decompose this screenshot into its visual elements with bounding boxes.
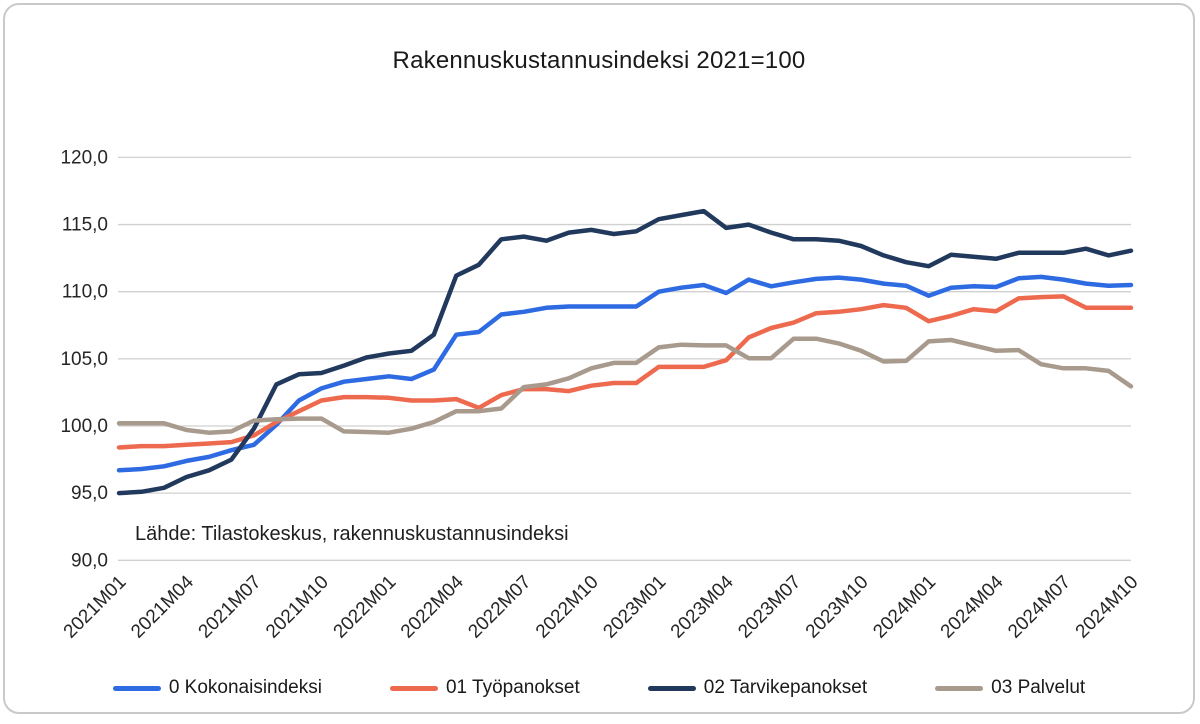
legend-swatch xyxy=(935,685,984,691)
x-tick-label: 2023M04 xyxy=(667,571,738,642)
x-tick-label: 2022M07 xyxy=(464,572,535,643)
legend-label: 0 Kokonaisindeksi xyxy=(168,677,322,698)
legend-label: 03 Palvelut xyxy=(991,677,1086,698)
series-line-02-tarvikepanokset xyxy=(116,208,1134,496)
y-tick-label: 120,0 xyxy=(60,147,108,168)
x-tick-label: 2021M01 xyxy=(60,572,131,643)
x-axis-labels: 2021M012021M042021M072021M102022M012022M… xyxy=(60,571,1143,642)
chart-card: Rakennuskustannusindeksi 2021=100 90,0 95… xyxy=(3,3,1195,714)
legend-item: 01 Työpanokset xyxy=(389,677,580,699)
legend-item: 0 Kokonaisindeksi xyxy=(112,677,322,699)
source-note: Lähde: Tilastokeskus, rakennuskustannusi… xyxy=(135,523,569,545)
series-line-03-palvelut xyxy=(116,336,1134,435)
x-tick-label: 2024M07 xyxy=(1004,572,1075,643)
y-tick-label: 115,0 xyxy=(62,215,108,236)
x-tick-label: 2022M01 xyxy=(330,572,401,643)
x-tick-label: 2023M01 xyxy=(599,572,670,643)
y-tick-label: 95,0 xyxy=(71,483,108,504)
x-tick-label: 2024M01 xyxy=(869,572,940,643)
x-tick-label: 2022M10 xyxy=(532,572,603,643)
legend-label: 02 Tarvikepanokset xyxy=(703,677,868,698)
x-tick-label: 2024M10 xyxy=(1072,572,1143,643)
x-tick-label: 2021M10 xyxy=(262,572,333,643)
legend-swatch xyxy=(112,685,161,691)
series-lines xyxy=(116,208,1134,496)
y-axis-labels: 90,0 95,0 100,0 105,0 110,0 115,0 120,0 xyxy=(60,147,108,571)
x-tick-label: 2021M04 xyxy=(127,571,198,642)
legend-item: 02 Tarvikepanokset xyxy=(647,677,868,699)
x-tick-label: 2024M04 xyxy=(937,571,1008,642)
x-tick-label: 2023M10 xyxy=(802,572,873,643)
legend-swatch xyxy=(389,685,438,691)
chart-title: Rakennuskustannusindeksi 2021=100 xyxy=(392,47,806,74)
x-tick-label: 2023M07 xyxy=(734,572,805,643)
x-tick-label: 2022M04 xyxy=(397,571,468,642)
y-tick-label: 90,0 xyxy=(71,550,108,571)
series-line-01-työpanokset xyxy=(116,294,1134,450)
series-line-0-kokonaisindeksi xyxy=(116,274,1134,473)
y-tick-label: 110,0 xyxy=(62,282,108,303)
y-tick-label: 100,0 xyxy=(60,416,108,437)
legend-item: 03 Palvelut xyxy=(935,677,1085,699)
legend-label: 01 Työpanokset xyxy=(445,677,580,698)
legend: 0 Kokonaisindeksi 01 Työpanokset 02 Tarvik… xyxy=(5,677,1193,699)
x-tick-label: 2021M07 xyxy=(195,572,266,643)
legend-swatch xyxy=(647,685,696,691)
y-tick-label: 105,0 xyxy=(60,349,108,370)
gridlines xyxy=(118,156,1131,561)
chart-plot-area: 90,0 95,0 100,0 105,0 110,0 115,0 120,0 2021M0… xyxy=(60,147,1143,642)
